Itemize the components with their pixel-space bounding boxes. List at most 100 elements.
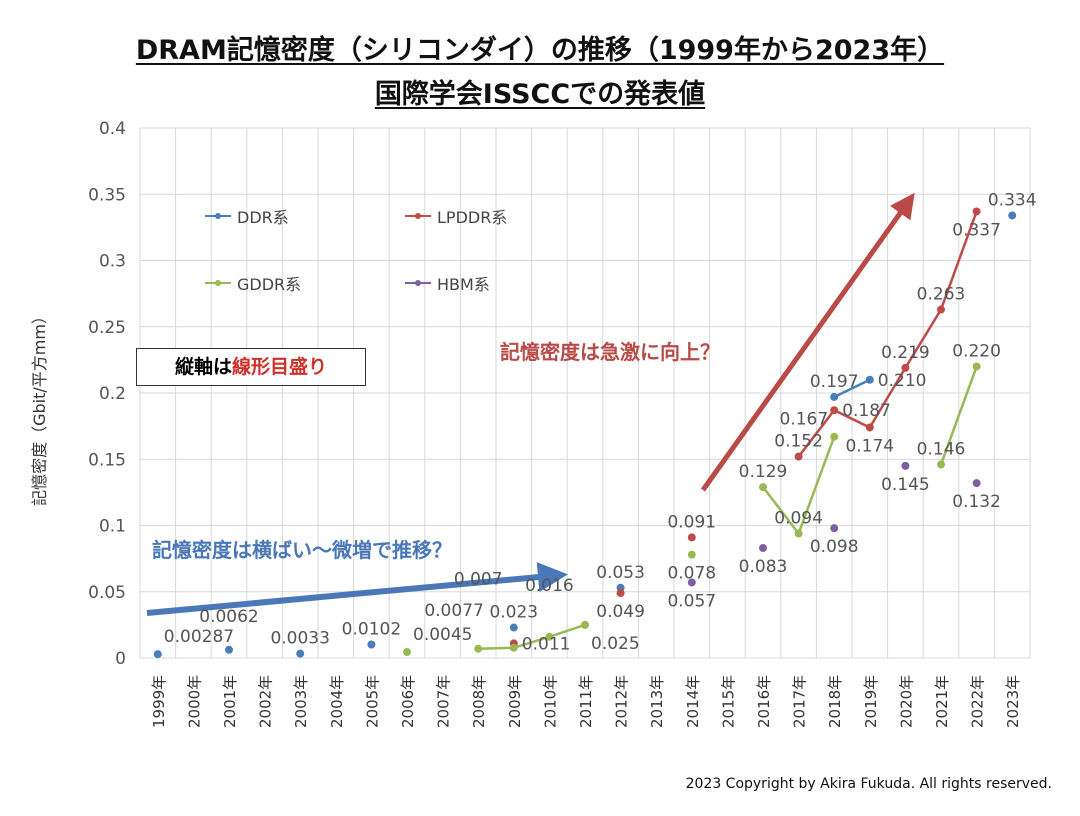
x-tick-label: 2021年 [933, 675, 951, 728]
data-point [830, 432, 839, 441]
data-label: 0.049 [596, 602, 645, 622]
data-point [972, 362, 981, 371]
data-point [153, 650, 162, 659]
data-point [545, 632, 554, 641]
y-tick-label: 0.05 [88, 583, 126, 603]
data-label: 0.263 [917, 285, 966, 305]
y-tick-label: 0.1 [99, 517, 126, 537]
legend-lpddr: LPDDR系 [405, 204, 507, 228]
data-label: 0.132 [952, 492, 1001, 512]
y-tick-label: 0.4 [99, 119, 126, 139]
data-label: 0.057 [667, 591, 716, 611]
data-point [830, 406, 839, 415]
data-point [1008, 211, 1017, 220]
legend-hbm: HBM系 [405, 271, 490, 295]
x-tick-label: 2020年 [897, 675, 915, 728]
chart-subtitle: 国際学会ISSCCでの発表値 [374, 79, 706, 110]
data-label: 0.337 [952, 220, 1001, 240]
x-tick-label: 2009年 [506, 675, 524, 728]
data-label: 0.210 [878, 371, 927, 391]
data-label: 0.053 [596, 563, 645, 583]
y-tick-label: 0.2 [99, 384, 126, 404]
y-tick-label: 0.35 [88, 185, 126, 205]
data-point [509, 623, 518, 632]
scale-note-box: 縦軸は線形目盛り [136, 348, 366, 386]
series-line [833, 378, 871, 399]
series-line [939, 366, 978, 465]
data-point [759, 483, 767, 492]
series-line [797, 211, 978, 458]
data-label: 0.197 [810, 372, 859, 392]
data-label: 0.078 [667, 564, 716, 584]
data-label: 0.011 [522, 634, 571, 654]
data-point [296, 649, 305, 658]
data-label: 0.174 [845, 436, 894, 456]
legend-marker [205, 213, 231, 219]
annotation-flat-trend: 記憶密度は横ばい～微増で推移？ [152, 538, 452, 562]
legend-marker [405, 213, 431, 219]
data-point [830, 392, 839, 401]
data-label: 0.00287 [164, 627, 234, 647]
data-label: 0.334 [988, 190, 1037, 210]
data-label: 0.0062 [199, 607, 258, 627]
data-label: 0.094 [774, 508, 823, 528]
data-point [403, 648, 411, 657]
legend-label: GDDR系 [237, 275, 302, 294]
data-point [901, 363, 910, 372]
x-tick-label: 2010年 [541, 675, 559, 728]
data-label: 0.167 [780, 410, 829, 430]
x-tick-label: 2022年 [969, 675, 987, 728]
data-label: 0.152 [774, 432, 823, 452]
data-label: 0.129 [739, 462, 788, 482]
data-point [367, 640, 376, 649]
note-text: 縦軸は [174, 356, 232, 378]
legend-marker [205, 280, 231, 286]
data-label: 0.187 [842, 401, 891, 421]
data-label: 0.146 [917, 440, 966, 460]
data-label: 0.220 [952, 342, 1001, 362]
data-point [687, 550, 696, 559]
data-label: 0.145 [881, 475, 930, 495]
legend-marker [405, 280, 431, 286]
data-point [972, 479, 981, 488]
x-tick-label: 2019年 [862, 675, 880, 728]
x-tick-label: 1999年 [150, 675, 168, 728]
data-point [225, 645, 233, 654]
data-point [616, 589, 625, 598]
copyright: 2023 Copyright by Akira Fukuda. All righ… [685, 776, 1052, 792]
x-tick-label: 2000年 [185, 675, 203, 728]
data-label: 0.0033 [270, 629, 329, 649]
x-tick-label: 2005年 [363, 675, 381, 728]
data-point [972, 207, 981, 216]
x-tick-label: 2014年 [684, 675, 702, 728]
legend-gddr: GDDR系 [205, 271, 301, 295]
data-point [865, 375, 874, 384]
data-label: 0.0102 [342, 619, 401, 639]
data-label: 0.0045 [413, 625, 472, 645]
data-point [937, 305, 945, 314]
data-point [901, 461, 910, 470]
trend-arrow-blue [146, 562, 568, 616]
x-tick-label: 2004年 [328, 675, 346, 728]
x-tick-label: 2013年 [648, 675, 666, 728]
data-point [581, 620, 589, 629]
legend-label: HBM系 [437, 275, 490, 294]
data-point [687, 578, 696, 587]
data-point [759, 544, 767, 553]
series-line [478, 623, 586, 650]
legend-ddr: DDR系 [205, 204, 289, 228]
x-tick-label: 2015年 [719, 675, 737, 728]
data-label: 0.219 [881, 343, 930, 363]
y-tick-label: 0 [115, 649, 126, 669]
y-tick-label: 0.3 [99, 252, 126, 272]
data-point [509, 643, 518, 652]
x-tick-label: 2012年 [613, 675, 631, 728]
x-tick-label: 2008年 [470, 675, 488, 728]
data-label: 0.025 [591, 634, 640, 654]
data-point [937, 460, 945, 469]
data-label: 0.016 [525, 576, 574, 596]
data-label: 0.0077 [424, 601, 483, 621]
y-axis-label: 記憶密度（Gbit/平方mm） [30, 308, 49, 506]
x-tick-label: 2003年 [292, 675, 310, 728]
